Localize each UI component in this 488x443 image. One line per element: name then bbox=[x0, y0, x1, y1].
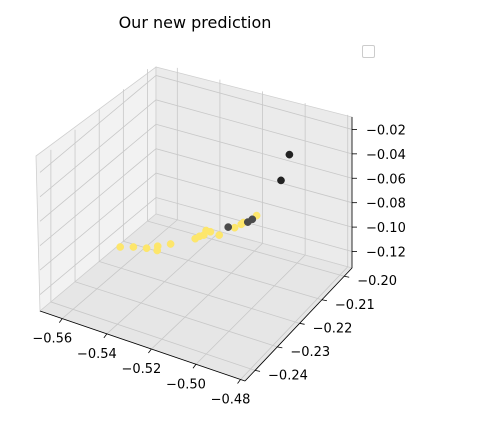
y-grid-line bbox=[122, 89, 323, 301]
x-tick bbox=[103, 333, 108, 339]
x-tick bbox=[58, 318, 63, 323]
z-grid-line bbox=[39, 148, 353, 246]
y-tick-label: −0.22 bbox=[313, 321, 353, 336]
y-axis-line bbox=[244, 267, 353, 382]
data-points bbox=[116, 150, 294, 255]
x-tick-label: −0.54 bbox=[77, 347, 117, 362]
x-grid-line bbox=[151, 91, 263, 350]
data-point bbox=[166, 240, 175, 248]
y-grid-line bbox=[74, 129, 278, 348]
x-tick bbox=[192, 364, 197, 369]
data-point bbox=[129, 243, 138, 251]
data-point bbox=[224, 223, 233, 231]
z-grid-line bbox=[39, 197, 353, 295]
y-tick-label: −0.20 bbox=[357, 274, 397, 289]
grid-lines bbox=[39, 67, 353, 380]
z-grid-line bbox=[39, 74, 353, 173]
data-point bbox=[277, 176, 285, 185]
y-tick bbox=[344, 275, 350, 278]
y-tick-label: −0.21 bbox=[335, 298, 375, 313]
z-grid-line bbox=[39, 172, 353, 271]
tick-labels: −0.56 −0.54 −0.52 −0.50 −0.48 −0.24 −0.23 −0.22… bbox=[32, 123, 405, 407]
data-point bbox=[153, 246, 162, 255]
z-tick-label: −0.12 bbox=[366, 246, 406, 261]
legend bbox=[362, 45, 375, 58]
x-axis-line bbox=[39, 310, 246, 382]
z-tick-label: −0.04 bbox=[366, 148, 406, 163]
y-tick bbox=[277, 346, 283, 349]
chart-title: Our new prediction bbox=[118, 13, 272, 32]
z-grid-line bbox=[39, 123, 353, 222]
data-point bbox=[116, 243, 125, 251]
y-tick bbox=[299, 322, 305, 325]
y-tick-label: −0.24 bbox=[268, 368, 308, 383]
x-grid-line bbox=[240, 114, 349, 380]
z-tick-label: −0.02 bbox=[366, 123, 406, 138]
y-grid-line bbox=[147, 69, 345, 277]
x-tick-label: −0.52 bbox=[121, 362, 161, 377]
x-grid-line bbox=[62, 67, 178, 319]
x-tick-label: −0.56 bbox=[32, 332, 72, 347]
data-point bbox=[215, 231, 224, 239]
y-tick-label: −0.23 bbox=[290, 345, 330, 360]
z-tick-label: −0.08 bbox=[366, 197, 406, 212]
x-tick bbox=[237, 379, 241, 384]
data-point bbox=[285, 150, 294, 159]
data-point bbox=[230, 223, 239, 232]
data-point bbox=[248, 215, 257, 224]
y-tick bbox=[321, 299, 327, 302]
y-tick bbox=[254, 370, 261, 372]
z-tick-label: −0.06 bbox=[366, 172, 406, 187]
y-grid-line bbox=[98, 109, 300, 324]
data-point bbox=[142, 244, 151, 253]
z-tick-label: −0.10 bbox=[366, 221, 406, 236]
y-grid-line bbox=[50, 149, 256, 371]
x-tick bbox=[148, 348, 152, 354]
x-tick-label: −0.50 bbox=[166, 377, 206, 392]
z-grid-line bbox=[39, 99, 353, 198]
data-point bbox=[206, 227, 215, 236]
axes bbox=[39, 117, 353, 382]
x-tick-label: −0.48 bbox=[211, 392, 251, 407]
x-grid-line bbox=[195, 103, 306, 365]
